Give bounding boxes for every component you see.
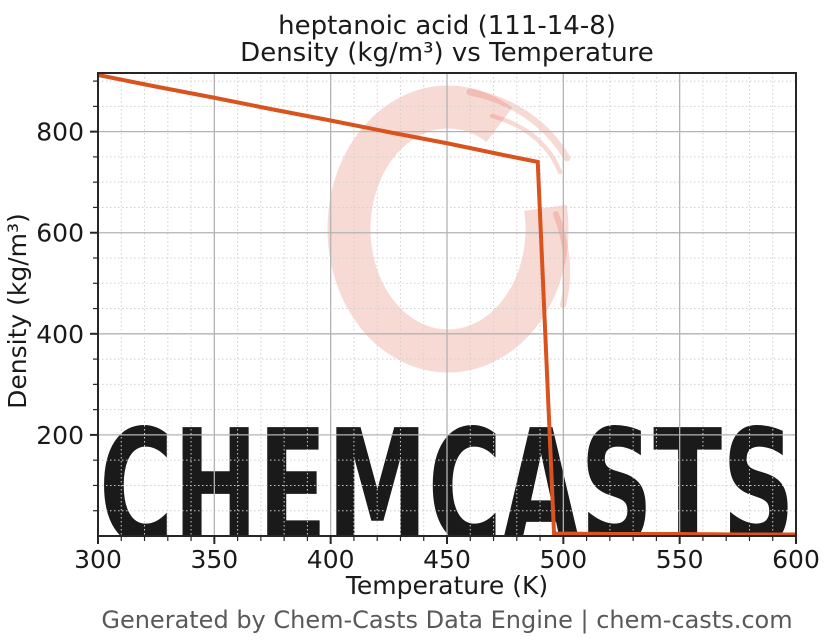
x-tick-label: 450 xyxy=(423,545,471,574)
chart-title-line1: heptanoic acid (111-14-8) xyxy=(278,11,616,41)
x-tick-label: 300 xyxy=(74,545,122,574)
x-tick-label: 500 xyxy=(539,545,587,574)
x-tick-label: 400 xyxy=(307,545,355,574)
series-layer xyxy=(98,73,796,536)
chemcasts-swirl-logo-icon xyxy=(327,85,569,373)
density-line xyxy=(98,73,796,536)
y-axis-label: Density (kg/m³) xyxy=(3,213,32,409)
footer-credit: Generated by Chem-Casts Data Engine | ch… xyxy=(101,606,792,634)
y-tick-label: 800 xyxy=(36,118,84,147)
x-tick-label: 350 xyxy=(190,545,238,574)
swirl-stroke-icon xyxy=(489,113,563,175)
tick-labels-layer: 300 350 400 450 500 550 600 200 400 600 800 xyxy=(36,118,820,574)
ticks-layer xyxy=(90,80,797,544)
swirl-stroke-icon xyxy=(466,88,571,162)
x-axis-label: Temperature (K) xyxy=(345,571,548,600)
y-tick-label: 600 xyxy=(36,219,84,248)
x-tick-label: 600 xyxy=(772,545,820,574)
grid-major-layer xyxy=(97,73,797,536)
chart-title-line2: Density (kg/m³) vs Temperature xyxy=(240,38,654,68)
x-tick-label: 550 xyxy=(656,545,704,574)
y-tick-label: 400 xyxy=(36,320,84,349)
swirl-stroke-icon xyxy=(553,211,571,308)
y-tick-label: 200 xyxy=(36,421,84,450)
